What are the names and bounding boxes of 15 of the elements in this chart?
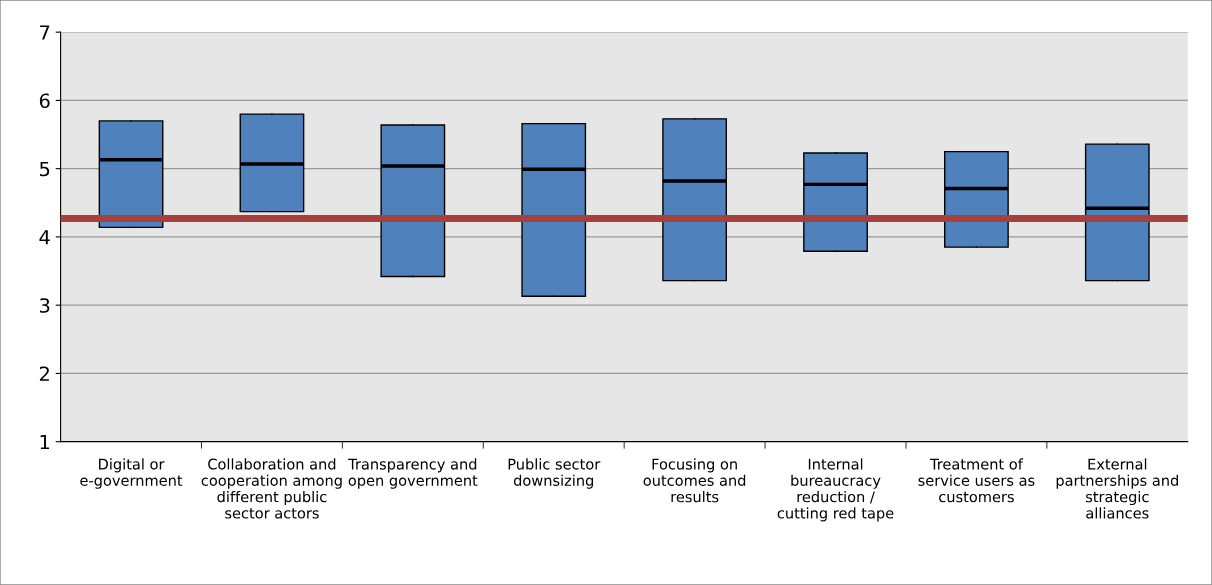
x-tick-label: External partnerships and strategic alliances [1056, 458, 1178, 519]
x-tick-label: Digital or e-government [80, 458, 183, 489]
y-tick-label: 3 [39, 298, 50, 313]
y-tick-label: 1 [40, 434, 50, 450]
y-tick-label: 6 [39, 93, 50, 109]
x-tick-label: Transparency and open government [348, 458, 478, 489]
x-tick-label: Public sector downsizing [508, 458, 601, 489]
y-tick-label: 2 [39, 366, 49, 381]
y-tick-label: 7 [40, 25, 50, 40]
x-tick-label: Collaboration and cooperation among different public sector actors [201, 458, 342, 519]
y-tick-label: 4 [39, 230, 50, 245]
x-tick-label: Internal bureaucracy reduction / cutting red tape [777, 458, 894, 522]
x-tick-label: Focusing on outcomes and results [643, 458, 746, 503]
x-tick-label: Treatment of service users as customers [918, 458, 1035, 503]
y-tick-label: 5 [40, 161, 50, 177]
